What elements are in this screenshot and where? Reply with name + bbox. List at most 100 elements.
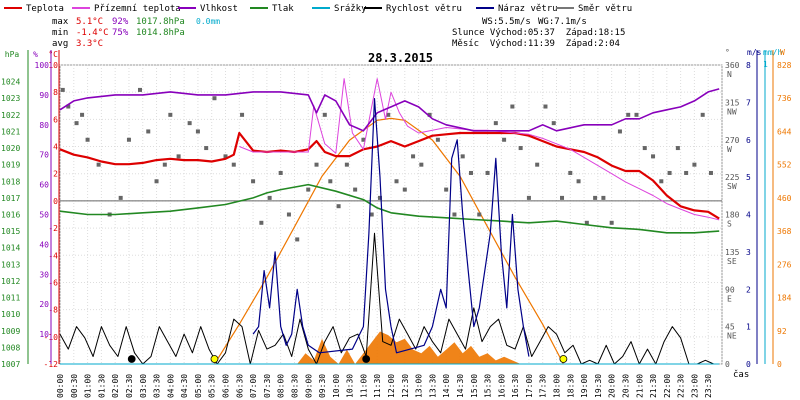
x-tick-label: 14:00 <box>442 374 451 398</box>
tick-label-celsius: 4 <box>53 143 58 152</box>
tick-label-celsius: -4 <box>48 251 58 260</box>
wind-direction-point <box>306 187 311 192</box>
tick-label-celsius: -8 <box>48 306 58 315</box>
wind-direction-point <box>240 112 245 117</box>
tick-label-wm2: 644 <box>777 127 792 136</box>
tick-label-hPa: 1011 <box>1 294 20 303</box>
stats-min-label: min <box>52 28 68 38</box>
wind-direction-point <box>551 121 556 126</box>
x-tick-label: 20:30 <box>621 374 630 398</box>
wind-direction-point <box>369 212 374 217</box>
tick-label-hPa: 1023 <box>1 94 20 103</box>
tick-label-wm2: 368 <box>777 227 792 236</box>
tick-label-wm2: 736 <box>777 94 792 103</box>
x-tick-label: 14:30 <box>456 374 465 398</box>
stats-min-press: 1014.8hPa <box>136 28 185 38</box>
wind-direction-point <box>468 170 473 175</box>
wind-direction-point <box>651 154 656 159</box>
tick-label-celsius: -6 <box>48 278 58 287</box>
tick-label-hPa: 1007 <box>1 360 20 369</box>
wind-direction-point <box>477 212 482 217</box>
legend-label: Srážky <box>334 4 367 14</box>
x-tick-label: 07:00 <box>249 374 258 398</box>
wind-direction-point <box>493 121 498 126</box>
tick-label-hPa: 1021 <box>1 127 20 136</box>
x-tick-label: 09:30 <box>318 374 327 398</box>
x-tick-label: 05:00 <box>194 374 203 398</box>
tick-label-compass: SE <box>727 257 737 266</box>
tick-label-percent: 100 <box>35 61 50 70</box>
legend-label: Náraz větru <box>498 4 558 14</box>
wind-direction-point <box>60 87 65 92</box>
x-tick-label: 00:00 <box>56 374 65 398</box>
x-tick-label: 01:30 <box>97 374 106 398</box>
sun-moon-marker <box>362 355 371 363</box>
wind-direction-point <box>411 154 416 159</box>
wind-direction-point <box>576 179 581 184</box>
wind-direction-point <box>328 179 333 184</box>
tick-label-hPa: 1019 <box>1 161 20 170</box>
wind-direction-point <box>460 154 465 159</box>
legend-label: Tlak <box>272 4 294 14</box>
tick-label-wm2: 0 <box>777 360 782 369</box>
tick-label-percent: 70 <box>39 151 49 160</box>
tick-label-degrees: 0 <box>725 360 730 369</box>
tick-label-compass: SW <box>727 182 737 191</box>
wind-direction-point <box>361 137 366 142</box>
axis-label-percent: % <box>33 50 38 59</box>
wind-direction-point <box>601 195 606 200</box>
wind-direction-point <box>427 112 432 117</box>
x-tick-label: 18:30 <box>566 374 575 398</box>
wind-direction-point <box>659 179 664 184</box>
legend: Teplota Přízemní teplota Vlhkost Tlak Srážky… <box>4 4 632 14</box>
x-tick-label: 19:00 <box>580 374 589 398</box>
wind-direction-point <box>444 187 449 192</box>
tick-label-celsius: -2 <box>48 224 58 233</box>
tick-label-percent: 80 <box>39 121 49 130</box>
x-tick-label: 17:30 <box>539 374 548 398</box>
tick-label-hPa: 1010 <box>1 310 20 319</box>
x-tick-label: 21:00 <box>635 374 644 398</box>
left-axes: hPa1007100810091010101110121013101410151… <box>1 50 60 369</box>
tick-label-percent: 40 <box>39 240 49 249</box>
info-panel: WS:5.5m/s WG:7.1m/s Slunce Východ:05:37 … <box>452 17 625 49</box>
wind-direction-point <box>204 146 209 151</box>
wind-direction-point <box>435 137 440 142</box>
x-tick-label: 13:00 <box>415 374 424 398</box>
wind-direction-point <box>502 137 507 142</box>
tick-label-compass: W <box>727 145 732 154</box>
x-tick-label: 06:30 <box>235 374 244 398</box>
x-tick-label: 02:00 <box>111 374 120 398</box>
x-tick-label: 04:30 <box>180 374 189 398</box>
wind-direction-point <box>560 195 565 200</box>
wind-direction-point <box>137 87 142 92</box>
axis-label-degrees: ° <box>725 48 730 57</box>
tick-label-degrees: 180 <box>725 211 740 220</box>
tick-label-percent: 10 <box>39 330 49 339</box>
stats-max-rain: 0.0mm <box>196 17 220 26</box>
x-tick-label: 23:30 <box>704 374 713 398</box>
info-ws: WS:5.5m/s <box>482 17 531 27</box>
x-tick-label: 22:30 <box>677 374 686 398</box>
tick-label-percent: 20 <box>39 300 49 309</box>
legend-label: Přízemní teplota <box>94 4 181 14</box>
wind-direction-point <box>684 170 689 175</box>
sun-moon-marker <box>559 355 568 363</box>
wind-direction-point <box>584 220 589 225</box>
axis-label-ms: m/s <box>747 48 762 57</box>
x-tick-label: 06:00 <box>222 374 231 398</box>
x-tick-label: 21:30 <box>649 374 658 398</box>
x-tick-label: 10:30 <box>346 374 355 398</box>
axis-label-wm2: W <box>780 48 785 57</box>
wind-direction-point <box>286 212 291 217</box>
x-tick-label: 10:00 <box>332 374 341 398</box>
tick-label-hPa: 1024 <box>1 78 20 87</box>
wind-direction-point <box>634 112 639 117</box>
chart-title: 28.3.2015 <box>368 51 433 65</box>
tick-label-hPa: 1012 <box>1 277 20 286</box>
tick-label-compass: N <box>727 70 732 79</box>
x-tick-label: 11:00 <box>359 374 368 398</box>
wind-direction-point <box>543 104 548 109</box>
stats-avg-temp: 3.3°C <box>76 39 103 49</box>
tick-label-degrees: 225 <box>725 173 740 182</box>
